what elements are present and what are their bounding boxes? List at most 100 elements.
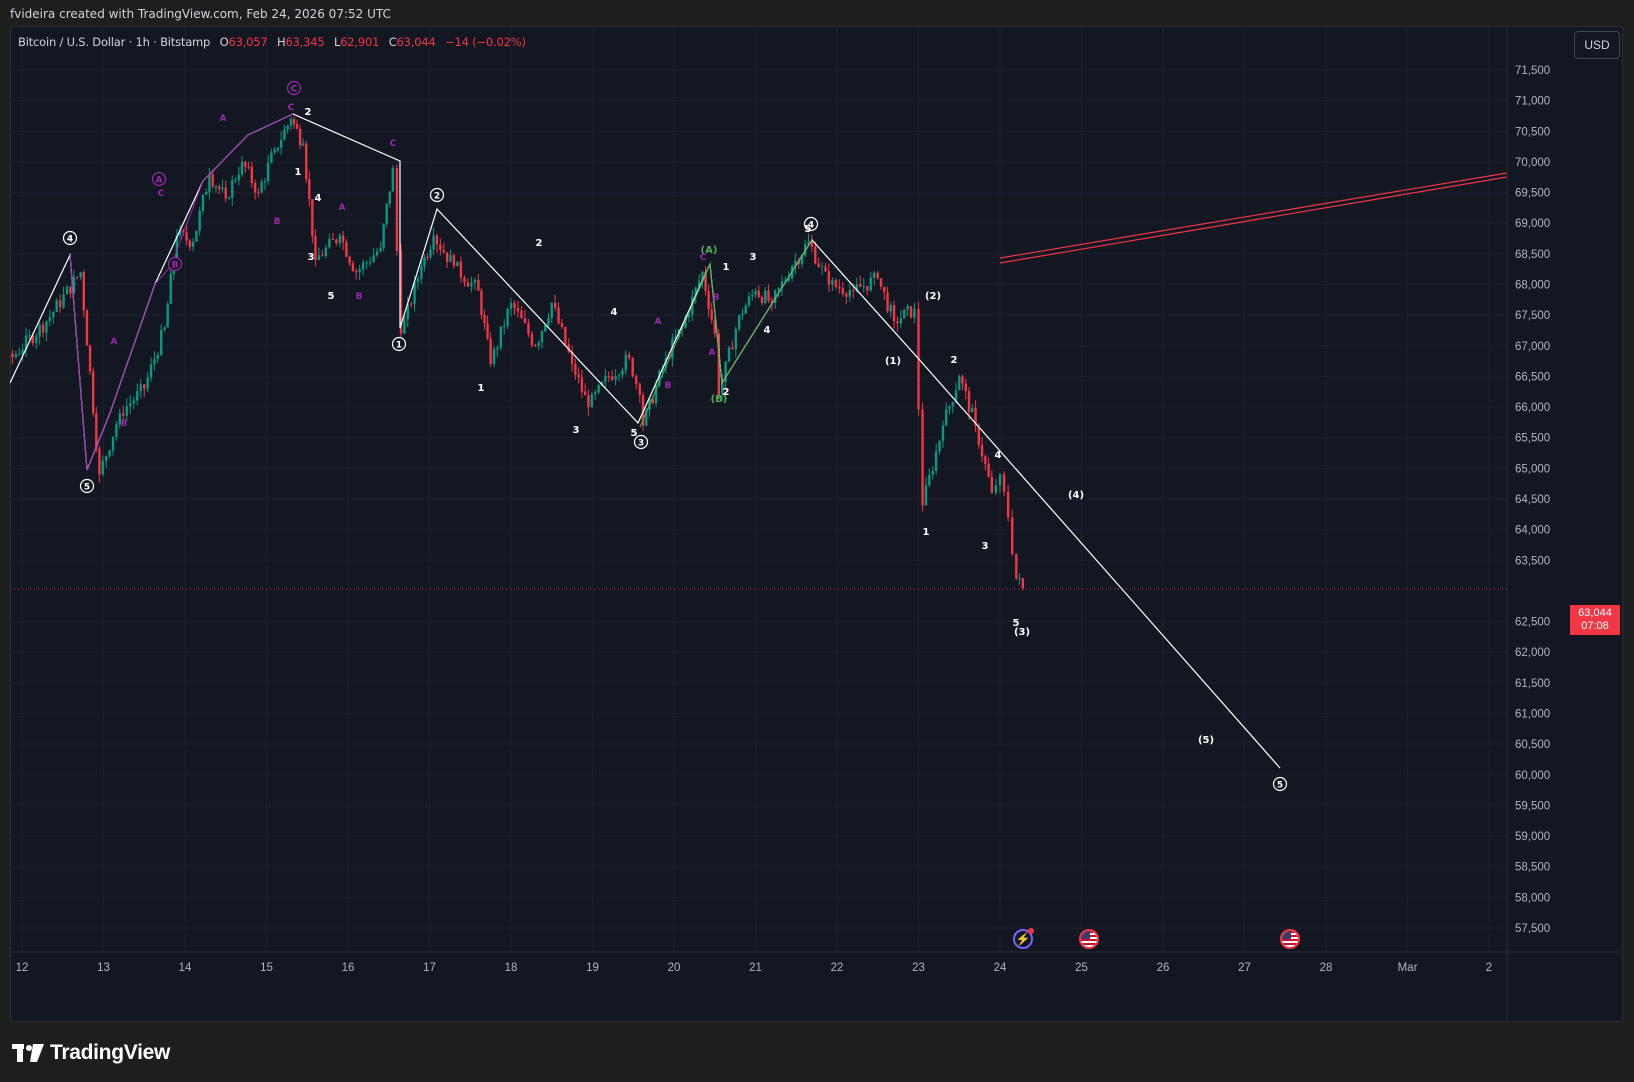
wave-label-letter: C [158, 189, 165, 199]
chart-attribution: fvideira created with TradingView.com, F… [10, 7, 391, 21]
candle-body [365, 262, 368, 264]
candle-body [945, 409, 948, 426]
candle-body [948, 406, 951, 410]
candle-body [557, 307, 560, 324]
us-flag-event-icon[interactable] [1280, 929, 1300, 949]
candle-body [466, 282, 470, 287]
y-tick-label: 69,500 [1515, 188, 1550, 200]
candle-body [834, 280, 838, 287]
candle-body [862, 286, 865, 288]
candle-body [409, 303, 413, 305]
candle-body [69, 286, 72, 294]
candle-body [934, 451, 938, 471]
high-key: H [277, 35, 286, 49]
candle-body [757, 290, 760, 297]
candle-body [423, 257, 426, 267]
candle-body [208, 174, 211, 193]
candle-body [941, 425, 945, 441]
candle-body [224, 187, 227, 199]
candle-body [55, 300, 58, 312]
candle-body [345, 242, 348, 257]
candle-body [567, 344, 570, 352]
candle-body [35, 336, 38, 344]
candle-body [101, 460, 105, 475]
candle-body [767, 290, 770, 301]
candle-body [658, 370, 661, 386]
candle-body [560, 323, 564, 327]
wave-label-letter: A [339, 203, 346, 213]
candle-body [286, 125, 289, 130]
wave-label-intermediate: (4) [1068, 490, 1084, 501]
candle-body [594, 392, 597, 395]
candle-body [477, 279, 480, 291]
candle-body [289, 119, 293, 126]
candle-body [523, 318, 527, 323]
candle-body [204, 192, 208, 195]
candle-body [967, 391, 971, 413]
wave-label-minor: 2 [305, 107, 312, 118]
candle-body [845, 293, 848, 297]
y-tick-label: 58,000 [1515, 892, 1550, 904]
candle-body [143, 384, 146, 389]
chart-pane[interactable] [10, 26, 1623, 1022]
candle-body [604, 376, 607, 382]
candle-body [163, 327, 166, 330]
x-tick-label: 13 [97, 962, 110, 974]
candle-body [11, 353, 14, 358]
candle-body [741, 313, 744, 316]
candle-body [432, 235, 435, 250]
candle-body [876, 272, 879, 279]
candle-body [496, 347, 499, 350]
flash-event-icon[interactable]: ⚡ [1013, 928, 1034, 949]
candle-body [301, 143, 305, 146]
price-chart[interactable]: 4512345ABC(1)(2)(3)(4)(5)(A)(B)214352143… [10, 26, 1623, 1022]
tradingview-logo-icon [12, 1044, 44, 1062]
candle-body [921, 409, 924, 506]
candle-body [951, 402, 954, 407]
candle-body [331, 238, 335, 240]
candle-body [45, 321, 48, 333]
candle-body [136, 391, 139, 401]
candle-body [98, 448, 101, 475]
candle-body [886, 292, 889, 312]
candle-body [82, 272, 86, 311]
candle-body [810, 241, 814, 247]
candle-body [744, 305, 747, 314]
us-flag-event-icon[interactable] [1079, 929, 1099, 949]
candle-body [160, 329, 163, 355]
candle-body [707, 290, 710, 310]
open-key: O [219, 35, 229, 49]
wave-label-letter: C [288, 103, 295, 113]
y-tick-label: 61,500 [1515, 678, 1550, 690]
candle-body [379, 247, 382, 252]
x-tick-label: 20 [668, 962, 681, 974]
candle-body [470, 282, 473, 287]
candle-body [473, 279, 477, 283]
candle-body [553, 302, 557, 308]
candle-body [617, 375, 621, 377]
candle-body [570, 351, 574, 365]
candle-body [185, 232, 188, 241]
candle-body [21, 349, 24, 355]
candle-body [731, 347, 734, 350]
candle-body [614, 376, 617, 380]
wave-line-correction [69, 113, 294, 471]
symbol-name[interactable]: Bitcoin / U.S. Dollar · 1h · Bitstamp [18, 35, 211, 49]
candle-body [328, 238, 331, 248]
candle-body [283, 129, 286, 140]
candle-body [770, 300, 773, 303]
candle-body [530, 334, 534, 346]
wave-label-letter: B [274, 217, 281, 227]
y-tick-label: 67,000 [1515, 341, 1550, 353]
candle-body [848, 290, 852, 297]
candle-body [480, 290, 483, 315]
y-tick-label: 62,000 [1515, 647, 1550, 659]
wave-label-letter: A [655, 317, 662, 327]
tradingview-logo[interactable]: TradingView [12, 1040, 170, 1066]
y-tick-label: 67,500 [1515, 310, 1550, 322]
currency-button[interactable]: USD [1574, 31, 1620, 59]
y-tick-label: 60,000 [1515, 770, 1550, 782]
candle-body [221, 187, 224, 190]
candle-body [182, 230, 185, 233]
candle-body [311, 199, 314, 237]
